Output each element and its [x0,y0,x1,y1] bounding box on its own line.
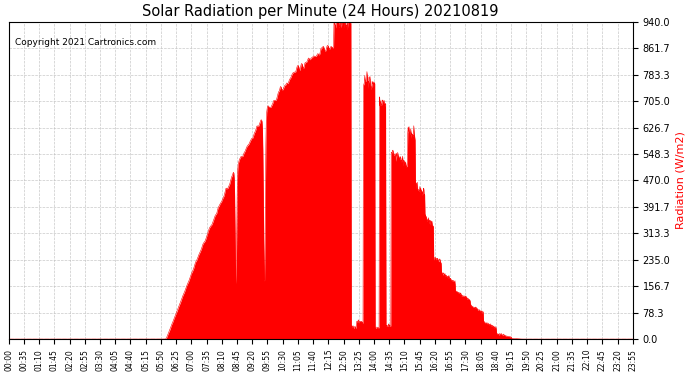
Text: Copyright 2021 Cartronics.com: Copyright 2021 Cartronics.com [15,38,156,46]
Y-axis label: Radiation (W/m2): Radiation (W/m2) [676,132,686,230]
Title: Solar Radiation per Minute (24 Hours) 20210819: Solar Radiation per Minute (24 Hours) 20… [143,4,499,19]
